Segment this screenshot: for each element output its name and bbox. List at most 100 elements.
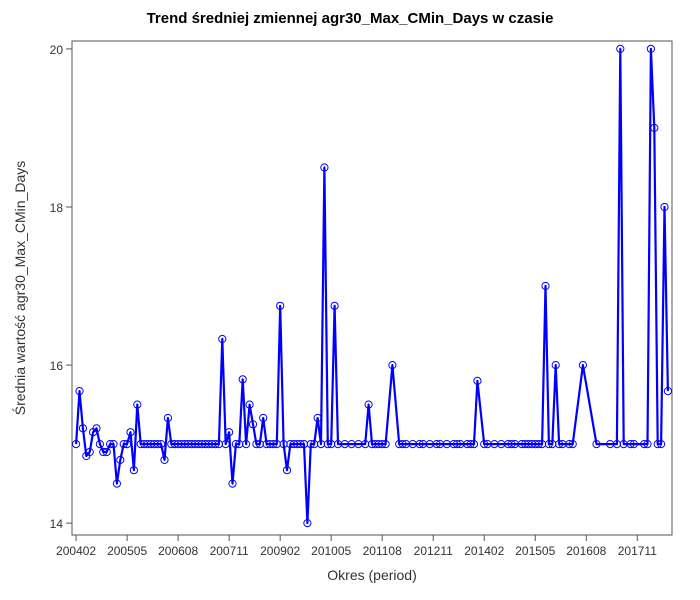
data-point — [160, 455, 169, 464]
data-point — [565, 440, 574, 449]
x-tick-label: 201402 — [464, 544, 504, 558]
data-point — [157, 440, 166, 449]
data-point — [109, 440, 118, 449]
x-tick-label: 201211 — [414, 544, 453, 558]
data-point — [85, 447, 94, 457]
data-point — [653, 440, 662, 449]
chart-title: Trend średniej zmiennej agr30_Max_CMin_D… — [146, 10, 554, 27]
data-point — [106, 440, 115, 449]
data-point — [123, 440, 132, 449]
data-point — [398, 440, 407, 449]
x-tick-label: 201505 — [515, 544, 555, 558]
data-point — [378, 440, 387, 449]
data-point — [541, 281, 550, 291]
data-point — [248, 420, 258, 429]
data-point — [330, 301, 339, 310]
data-point — [626, 440, 635, 449]
data-point — [112, 479, 122, 488]
data-point — [252, 440, 261, 449]
y-tick-label: 18 — [50, 201, 64, 215]
x-tick-label: 200608 — [158, 544, 198, 558]
data-point — [276, 301, 285, 310]
data-point — [116, 455, 125, 464]
data-point — [119, 440, 128, 449]
data-point — [303, 519, 312, 528]
series-layer — [72, 44, 673, 528]
x-axis-label: Okres (period) — [327, 567, 416, 583]
data-point — [388, 361, 397, 370]
data-point — [320, 163, 329, 172]
data-point — [313, 413, 322, 423]
x-tick-label: 200902 — [260, 544, 300, 558]
data-point — [221, 440, 230, 449]
x-tick-label: 200402 — [56, 544, 96, 558]
data-point — [99, 447, 108, 457]
x-tick-label: 200711 — [210, 544, 249, 558]
plot-frame — [71, 40, 673, 536]
data-point — [129, 466, 138, 475]
y-tick-label: 16 — [50, 359, 64, 373]
data-point — [663, 387, 673, 396]
data-point — [78, 424, 88, 433]
data-point — [225, 428, 234, 437]
data-point — [92, 424, 101, 433]
data-point — [650, 123, 659, 133]
data-point — [296, 440, 305, 449]
data-point — [163, 413, 172, 423]
data-point — [551, 361, 560, 370]
data-point — [640, 440, 649, 449]
data-point — [126, 428, 135, 437]
data-point — [269, 440, 278, 449]
x-tick-label: 201108 — [363, 544, 402, 558]
data-point — [616, 44, 625, 54]
data-point — [578, 361, 588, 370]
data-point — [102, 447, 111, 457]
data-point — [381, 440, 390, 449]
data-point — [95, 440, 105, 449]
data-point — [245, 400, 254, 409]
data-point — [592, 440, 601, 449]
data-point — [646, 44, 656, 54]
data-point — [306, 440, 315, 449]
y-tick-label: 14 — [50, 517, 64, 531]
data-point — [452, 440, 462, 449]
x-tick-label: 201005 — [311, 544, 351, 558]
data-point — [415, 440, 424, 449]
data-point — [218, 334, 227, 344]
data-point — [323, 440, 332, 449]
series-line — [75, 47, 669, 525]
data-point — [153, 440, 162, 449]
data-point — [555, 440, 564, 449]
data-point — [568, 440, 577, 449]
data-point — [466, 440, 475, 449]
data-point — [660, 202, 669, 212]
data-point — [72, 440, 81, 449]
data-point — [432, 440, 441, 449]
data-point — [211, 440, 220, 449]
data-point — [228, 479, 237, 488]
data-point — [544, 440, 554, 449]
data-point — [629, 440, 639, 449]
data-point — [242, 440, 251, 449]
data-point — [364, 400, 373, 409]
data-point — [75, 387, 84, 396]
x-tick-label: 201608 — [566, 544, 606, 558]
y-axis-label: Średnia wartość agr30_Max_CMin_Days — [11, 161, 28, 415]
x-tick-label: 200505 — [107, 544, 147, 558]
data-point — [231, 440, 240, 449]
x-tick-label: 201711 — [618, 544, 657, 558]
data-point — [657, 440, 666, 449]
data-point — [480, 440, 489, 449]
x-axis: 200402 200505 200608 200711 200902 201005 2011… — [56, 535, 657, 558]
data-point — [469, 440, 479, 449]
y-axis: 14 16 18 20 — [50, 43, 72, 531]
y-tick-label: 20 — [50, 43, 64, 57]
data-point — [282, 466, 292, 475]
data-point — [534, 440, 543, 449]
data-point — [643, 440, 652, 449]
data-point — [507, 440, 516, 449]
data-point — [473, 376, 482, 385]
data-point — [259, 413, 268, 423]
data-point — [133, 400, 142, 409]
